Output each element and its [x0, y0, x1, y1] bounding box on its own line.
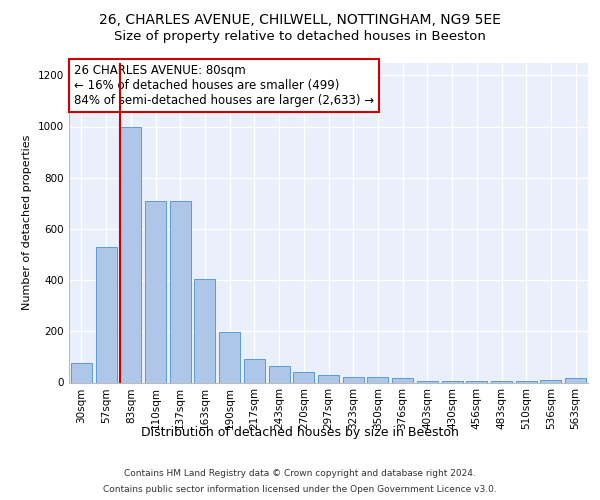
Bar — [244, 360, 265, 382]
Text: Contains HM Land Registry data © Crown copyright and database right 2024.: Contains HM Land Registry data © Crown c… — [124, 469, 476, 478]
Bar — [343, 378, 364, 382]
Bar — [491, 381, 512, 382]
Bar — [71, 364, 92, 382]
Bar — [516, 381, 537, 382]
Text: 26 CHARLES AVENUE: 80sqm
← 16% of detached houses are smaller (499)
84% of semi-: 26 CHARLES AVENUE: 80sqm ← 16% of detach… — [74, 64, 374, 107]
Bar — [145, 200, 166, 382]
Bar — [565, 378, 586, 382]
Bar — [392, 378, 413, 382]
Bar — [95, 247, 116, 382]
Bar — [417, 381, 438, 382]
Bar — [269, 366, 290, 382]
Bar — [442, 381, 463, 382]
Text: Contains public sector information licensed under the Open Government Licence v3: Contains public sector information licen… — [103, 485, 497, 494]
Bar — [170, 200, 191, 382]
Bar — [194, 279, 215, 382]
Text: 26, CHARLES AVENUE, CHILWELL, NOTTINGHAM, NG9 5EE: 26, CHARLES AVENUE, CHILWELL, NOTTINGHAM… — [99, 12, 501, 26]
Bar — [293, 372, 314, 382]
Bar — [367, 378, 388, 382]
Text: Distribution of detached houses by size in Beeston: Distribution of detached houses by size … — [141, 426, 459, 439]
Bar — [219, 332, 240, 382]
Bar — [318, 375, 339, 382]
Bar — [120, 126, 141, 382]
Bar — [466, 381, 487, 382]
Y-axis label: Number of detached properties: Number of detached properties — [22, 135, 32, 310]
Text: Size of property relative to detached houses in Beeston: Size of property relative to detached ho… — [114, 30, 486, 43]
Bar — [541, 380, 562, 382]
